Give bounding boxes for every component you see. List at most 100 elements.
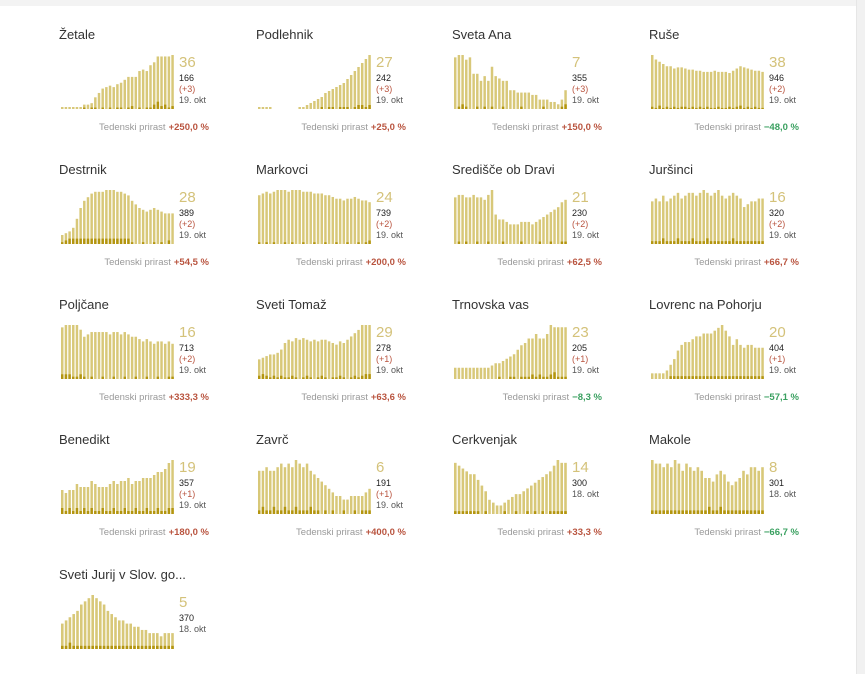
bar <box>119 191 123 244</box>
stats-block: 27 242 (+3) 19. okt <box>376 55 403 106</box>
new-cases-bar <box>704 510 707 514</box>
new-cases-bar <box>64 374 68 379</box>
bar <box>287 339 290 379</box>
municipality-panel[interactable]: Markovci 24 739 (+2) 19. okt Tedenski prirast… <box>256 162 446 292</box>
total-cases: 166 <box>179 73 195 83</box>
new-cases-bar <box>761 241 764 244</box>
municipality-panel[interactable]: Zavrč 6 191 (+1) 19. okt Tedenski prirast +400… <box>256 432 446 562</box>
bar <box>483 367 486 379</box>
municipality-panel[interactable]: Benedikt 19 357 (+1) 19. okt Tedenski prirast… <box>59 432 249 562</box>
weekly-growth-value: +66,7 % <box>763 257 799 268</box>
new-cases-bar <box>99 645 102 649</box>
new-cases-bar <box>130 106 134 109</box>
active-cases: 28 <box>179 189 196 206</box>
bar <box>498 363 501 379</box>
stats-block: 5 370 18. okt <box>179 595 206 635</box>
bar <box>64 620 68 649</box>
bar <box>130 76 134 109</box>
new-cases-bar <box>167 645 170 649</box>
new-cases-bar <box>368 374 371 379</box>
bar <box>269 107 272 109</box>
new-cases-bar <box>68 374 71 379</box>
bar <box>457 465 461 514</box>
municipality-panel[interactable]: Juršinci 16 320 (+2) 19. okt Tedenski prirast… <box>649 162 839 292</box>
date-label: 19. okt <box>769 95 797 105</box>
bar <box>72 325 75 379</box>
new-cases-bar <box>335 377 338 379</box>
new-cases-bar <box>79 374 82 379</box>
bar <box>753 347 757 379</box>
bar <box>746 68 750 109</box>
bar <box>79 107 82 109</box>
new-cases-bar <box>114 645 117 649</box>
new-cases-bar <box>454 511 457 514</box>
bar <box>258 359 261 379</box>
bar <box>673 195 676 244</box>
bar <box>316 478 320 514</box>
bar <box>114 617 117 649</box>
municipality-panel[interactable]: Sveta Ana 7 355 (+3) 19. okt Tedenski prirast… <box>452 27 642 157</box>
sparkline-chart <box>651 190 764 244</box>
bar <box>61 107 64 109</box>
new-cases-bar <box>313 510 316 514</box>
new-cases-bar <box>465 106 468 109</box>
new-cases-bar <box>677 510 681 514</box>
bar <box>750 201 753 244</box>
bar <box>160 56 163 109</box>
new-cases-bar <box>746 241 750 244</box>
bar <box>465 59 468 109</box>
new-cases-bar <box>746 106 750 109</box>
new-cases-bar <box>533 511 537 514</box>
bar <box>465 471 468 514</box>
municipality-panel[interactable]: Sveti Jurij v Slov. go... 5 370 18. okt <box>59 567 249 697</box>
weekly-growth: Tedenski prirast −8,3 % <box>452 392 602 403</box>
bar <box>662 64 665 109</box>
municipality-panel[interactable]: Poljčane 16 713 (+2) 19. okt Tedenski prirast… <box>59 297 249 427</box>
new-cases-bar <box>750 376 753 379</box>
bar <box>280 190 283 244</box>
bar <box>331 343 335 379</box>
municipality-panel[interactable]: Podlehnik 27 242 (+3) 19. okt Tedenski priras… <box>256 27 446 157</box>
new-cases-bar <box>134 508 138 514</box>
new-cases-bar <box>735 106 739 109</box>
municipality-panel[interactable]: Makole 8 301 18. okt Tedenski prirast −66,7 % <box>649 432 839 562</box>
municipality-panel[interactable]: Žetale 36 166 (+3) 19. okt Tedenski prirast +2… <box>59 27 249 157</box>
bar <box>327 341 331 379</box>
new-cases-bar <box>503 511 506 514</box>
bar <box>723 474 726 514</box>
daily-change: (+3) <box>179 84 196 94</box>
bar <box>346 79 349 109</box>
bar <box>757 198 761 244</box>
bar <box>724 71 728 109</box>
new-cases-bar <box>127 107 130 109</box>
municipality-panel[interactable]: Ruše 38 946 (+2) 19. okt Tedenski prirast −48,… <box>649 27 839 157</box>
new-cases-bar <box>342 107 346 109</box>
municipality-panel[interactable]: Sveti Tomaž 29 278 (+1) 19. okt Tedenski prir… <box>256 297 446 427</box>
weekly-growth: Tedenski prirast +150,0 % <box>452 122 602 133</box>
municipality-panel[interactable]: Središče ob Dravi 21 230 (+2) 19. okt Tedensk… <box>452 162 642 292</box>
bar <box>495 505 499 514</box>
new-cases-bar <box>101 238 104 244</box>
bar <box>472 367 475 379</box>
bar <box>349 496 353 514</box>
scrollbar[interactable] <box>856 0 865 674</box>
bar <box>134 204 138 244</box>
bar <box>461 55 464 109</box>
bar <box>468 197 472 244</box>
daily-change: (+1) <box>376 354 393 364</box>
new-cases-bar <box>498 376 501 379</box>
municipality-panel[interactable]: Cerkvenjak 14 300 18. okt Tedenski prirast +3… <box>452 432 642 562</box>
bar <box>662 195 665 244</box>
bar <box>331 89 335 109</box>
new-cases-bar <box>105 238 108 244</box>
municipality-panel[interactable]: Lovrenc na Pohorju 20 404 (+1) 19. okt Tedens… <box>649 297 839 427</box>
bar <box>324 485 327 514</box>
new-cases-bar <box>739 376 742 379</box>
bar <box>309 103 312 109</box>
bar <box>527 92 531 109</box>
new-cases-bar <box>750 107 753 109</box>
municipality-panel[interactable]: Trnovska vas 23 205 (+1) 19. okt Tedenski pri… <box>452 297 642 427</box>
municipality-panel[interactable]: Destrnik 28 389 (+2) 19. okt Tedenski prirast… <box>59 162 249 292</box>
bar <box>123 481 126 514</box>
new-cases-bar <box>476 511 480 514</box>
